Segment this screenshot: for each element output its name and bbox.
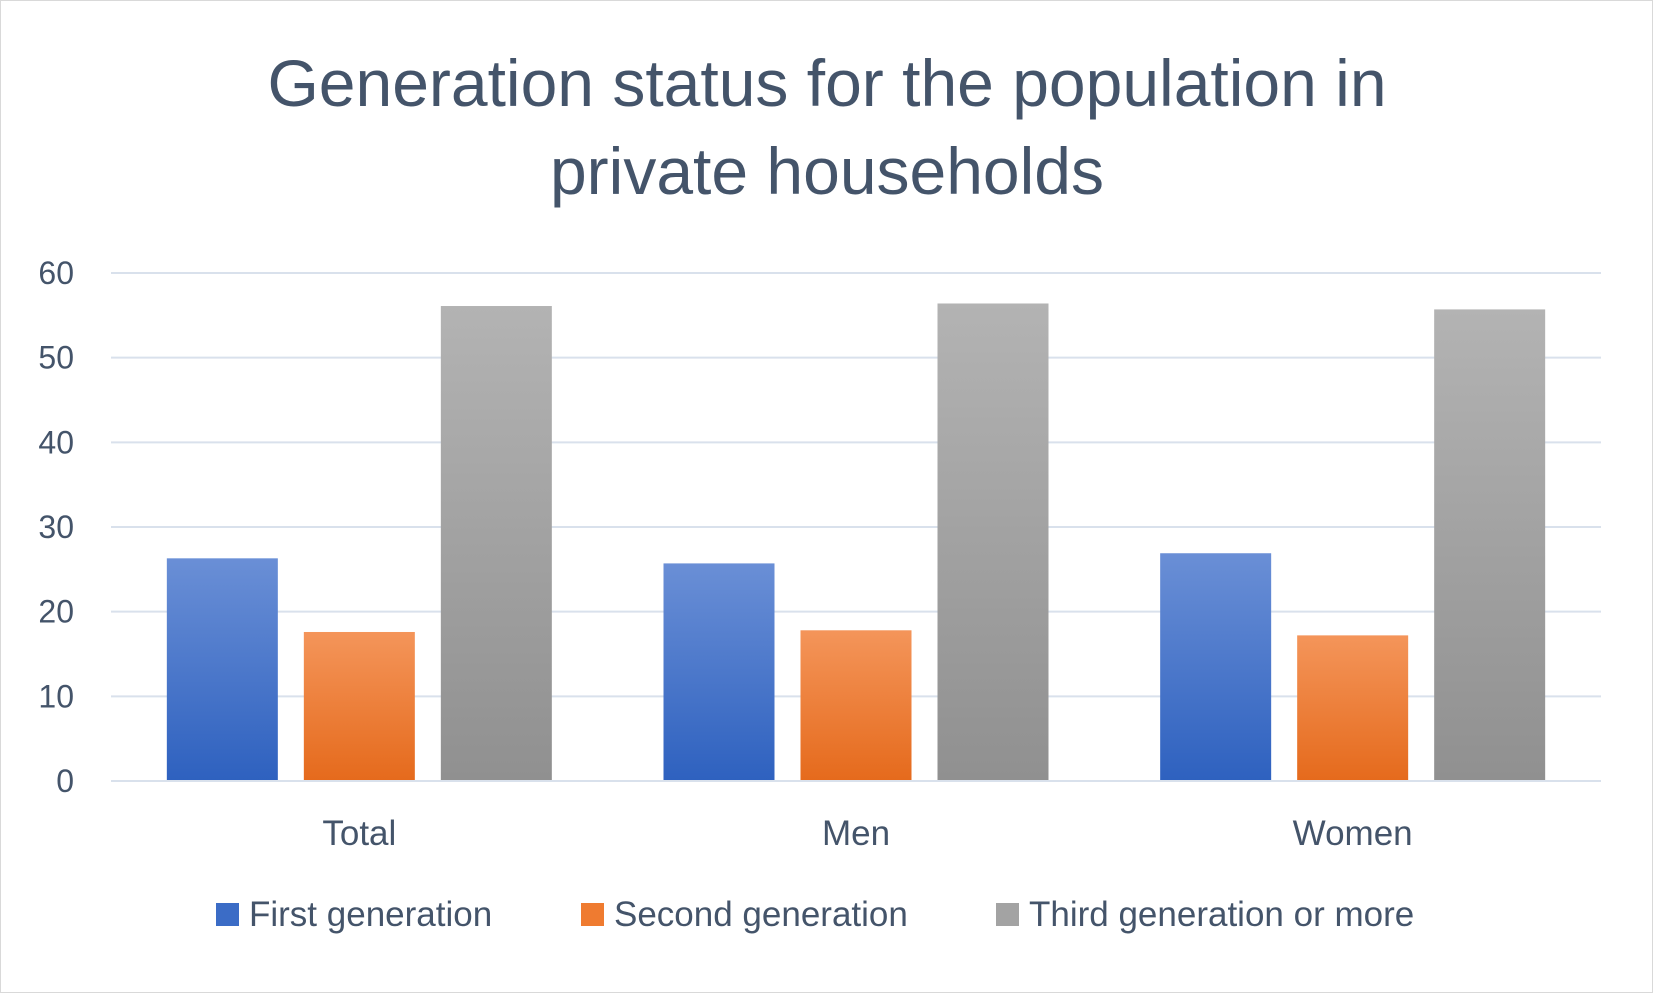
y-tick-label: 20 <box>38 594 74 630</box>
y-tick-label: 0 <box>56 763 74 799</box>
legend-swatch <box>216 903 239 926</box>
x-category-label: Men <box>822 814 890 853</box>
y-tick-label: 40 <box>38 424 74 460</box>
y-tick-label: 10 <box>38 678 74 714</box>
y-tick-label: 60 <box>38 255 74 291</box>
chart-title-line-1: Generation status for the population in <box>267 46 1386 120</box>
legend-label: First generation <box>249 895 492 934</box>
y-tick-label: 50 <box>38 340 74 376</box>
legend-label: Second generation <box>614 895 908 934</box>
legend-label: Third generation or more <box>1029 895 1414 934</box>
x-category-label: Women <box>1293 814 1413 853</box>
bars <box>111 303 1601 782</box>
legend: First generation Second generation Third g… <box>216 895 1414 934</box>
bar-third-generation-or-more-total <box>440 306 552 781</box>
x-category-label: Total <box>322 814 396 853</box>
bar-third-generation-or-more-men <box>937 303 1049 781</box>
x-axis-categories: Total Men Women <box>322 814 1412 853</box>
bar-first-generation-women <box>1160 553 1272 781</box>
bar-first-generation-men <box>663 563 775 781</box>
bar-second-generation-men <box>800 630 912 781</box>
legend-swatch <box>581 903 604 926</box>
bar-second-generation-total <box>303 631 415 781</box>
y-tick-label: 30 <box>38 509 74 545</box>
chart-title: Generation status for the population in … <box>267 46 1386 208</box>
legend-swatch <box>996 903 1019 926</box>
bar-first-generation-total <box>166 558 278 781</box>
bar-third-generation-or-more-women <box>1434 309 1546 781</box>
y-axis-ticks: 0 10 20 30 40 50 60 <box>38 255 74 799</box>
bar-second-generation-women <box>1297 635 1409 781</box>
chart-title-line-2: private households <box>550 134 1104 208</box>
